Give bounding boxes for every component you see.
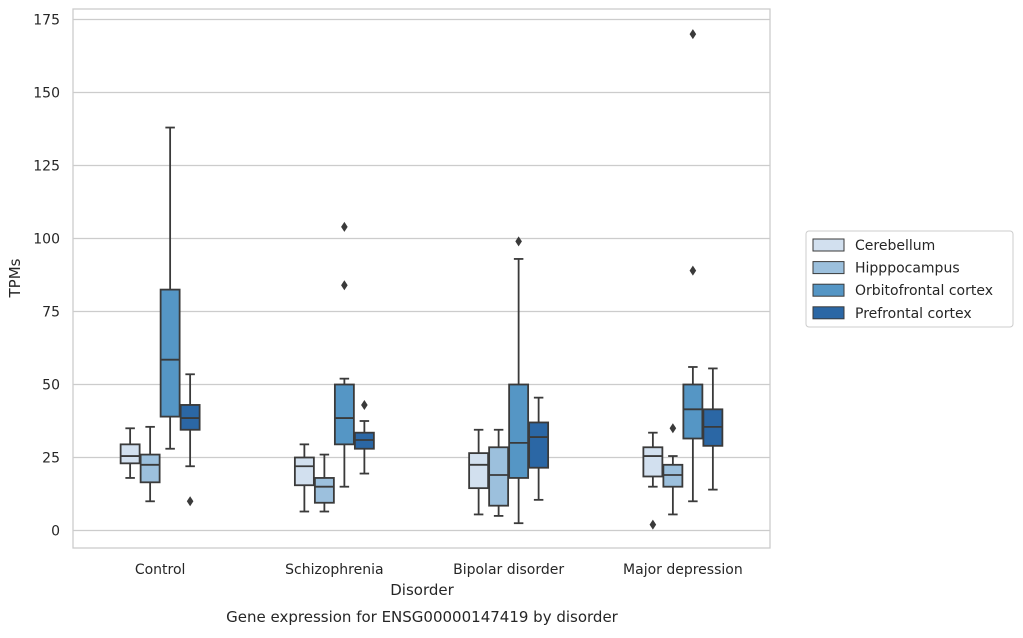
box-orbitofrontal-cortex — [682, 29, 704, 503]
box-prefrontal-cortex — [528, 396, 550, 501]
box-hipppocampus — [313, 453, 335, 513]
outlier-point — [689, 265, 697, 276]
outlier-point — [515, 236, 522, 247]
box-prefrontal-cortex — [702, 367, 724, 491]
outlier-point — [361, 399, 368, 410]
y-tick-label: 150 — [33, 86, 60, 102]
legend-label: Hipppocampus — [855, 261, 960, 277]
plot-frame — [72, 8, 771, 549]
box-prefrontal-cortex — [179, 373, 201, 507]
box-cerebellum — [119, 427, 141, 479]
box-iqr — [508, 383, 530, 479]
y-tick-labels: 0 25 50 75 100 125 150 175 — [33, 13, 60, 540]
box-orbitofrontal-cortex — [508, 236, 530, 525]
box-iqr — [488, 446, 510, 507]
box-cerebellum — [293, 443, 315, 513]
box-hipppocampus — [662, 423, 684, 516]
y-tick-label: 50 — [42, 378, 60, 394]
legend-label: Cerebellum — [855, 238, 935, 254]
box-iqr — [139, 453, 161, 484]
box-iqr — [313, 477, 335, 504]
box-orbitofrontal-cortex — [159, 126, 181, 450]
legend-label: Prefrontal cortex — [855, 306, 972, 322]
legend-swatch — [812, 283, 845, 297]
box-iqr — [468, 452, 490, 490]
boxes — [119, 29, 724, 530]
chart-title: Gene expression for ENSG00000147419 by d… — [226, 608, 619, 626]
x-tick-label: Control — [135, 562, 186, 578]
legend-swatch — [812, 306, 845, 320]
outlier-point — [341, 280, 348, 291]
box-iqr — [642, 446, 664, 478]
box-iqr — [293, 456, 315, 487]
x-tick-label: Major depression — [623, 562, 743, 578]
box-hipppocampus — [139, 425, 161, 503]
box-iqr — [119, 443, 141, 465]
legend-frame — [805, 230, 1014, 328]
box-iqr — [682, 383, 704, 440]
y-tick-label: 100 — [33, 232, 60, 248]
legend-swatch — [812, 238, 845, 252]
y-tick-label: 125 — [33, 159, 60, 175]
x-tick-label: Schizophrenia — [285, 562, 383, 578]
box-prefrontal-cortex — [353, 399, 375, 475]
outlier-point — [669, 423, 677, 434]
box-iqr — [159, 288, 181, 418]
x-tick-label: Bipolar disorder — [453, 562, 564, 578]
box-iqr — [333, 383, 355, 446]
legend-items: Cerebellum Hipppocampus Orbitofrontal cort… — [812, 238, 993, 322]
y-tick-label: 175 — [33, 13, 60, 29]
grid-lines — [73, 18, 770, 532]
outlier-point — [689, 29, 697, 40]
box-cerebellum — [468, 428, 490, 516]
box-orbitofrontal-cortex — [333, 221, 355, 488]
outlier-point — [341, 221, 348, 232]
outlier-point — [649, 519, 657, 530]
outlier-point — [186, 496, 194, 507]
y-tick-label: 75 — [42, 305, 60, 321]
y-tick-label: 0 — [51, 524, 60, 540]
y-axis-label: TPMs — [6, 258, 24, 298]
box-iqr — [528, 421, 550, 469]
box-hipppocampus — [488, 428, 510, 517]
box-cerebellum — [642, 431, 664, 530]
legend: Cerebellum Hipppocampus Orbitofrontal cort… — [805, 230, 1014, 328]
y-tick-label: 25 — [42, 451, 60, 467]
legend-swatch — [812, 261, 845, 275]
legend-label: Orbitofrontal cortex — [855, 283, 993, 299]
x-tick-labels: Control Schizophrenia Bipolar disorder Majo… — [135, 562, 743, 578]
x-axis-label: Disorder — [390, 581, 454, 599]
